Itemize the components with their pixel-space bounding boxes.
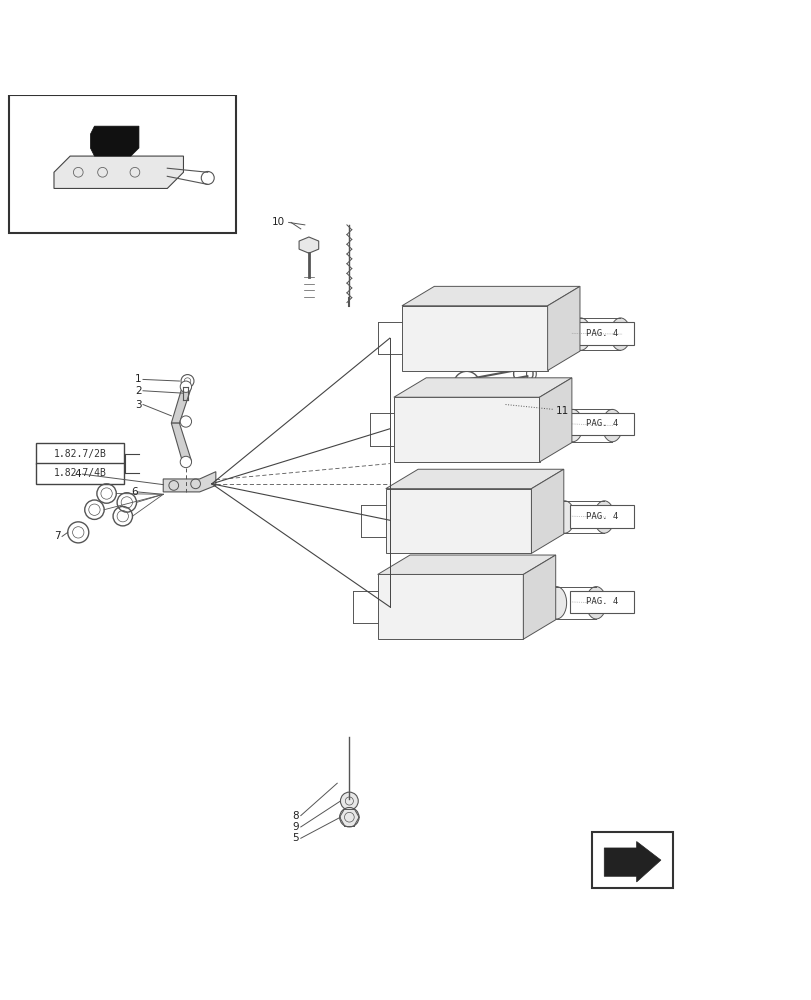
Polygon shape: [547, 286, 579, 371]
Text: PAG. 4: PAG. 4: [585, 329, 617, 338]
Polygon shape: [90, 126, 139, 156]
Polygon shape: [54, 156, 183, 188]
Text: 1.82.7/4B: 1.82.7/4B: [54, 468, 106, 478]
Ellipse shape: [586, 587, 606, 619]
Polygon shape: [393, 378, 571, 397]
FancyBboxPatch shape: [569, 591, 633, 613]
Text: 10: 10: [271, 217, 285, 227]
Circle shape: [180, 416, 191, 427]
FancyBboxPatch shape: [569, 413, 633, 435]
Text: PAG. 4: PAG. 4: [585, 419, 617, 428]
Polygon shape: [401, 286, 579, 306]
FancyBboxPatch shape: [36, 463, 124, 484]
Polygon shape: [603, 841, 660, 882]
Circle shape: [180, 381, 191, 392]
Circle shape: [340, 792, 358, 810]
Polygon shape: [401, 306, 547, 371]
Text: 2: 2: [135, 386, 141, 396]
FancyBboxPatch shape: [569, 322, 633, 345]
Ellipse shape: [570, 318, 590, 350]
Polygon shape: [171, 383, 191, 423]
Text: 9: 9: [292, 822, 298, 832]
Polygon shape: [539, 378, 571, 462]
Polygon shape: [385, 489, 530, 553]
Circle shape: [180, 456, 191, 468]
Polygon shape: [298, 237, 318, 253]
Ellipse shape: [594, 501, 614, 533]
Text: 8: 8: [292, 811, 298, 821]
Text: 1: 1: [135, 374, 141, 384]
Polygon shape: [377, 555, 555, 574]
Ellipse shape: [610, 318, 630, 350]
Polygon shape: [393, 397, 539, 462]
Text: 5: 5: [292, 833, 298, 843]
Bar: [10, 95, 236, 233]
Ellipse shape: [562, 409, 582, 442]
Polygon shape: [377, 574, 523, 639]
Text: 11: 11: [555, 406, 569, 416]
Text: 4: 4: [74, 469, 80, 479]
Text: 1.82.7/2B: 1.82.7/2B: [54, 449, 106, 459]
Text: 7: 7: [54, 531, 60, 541]
Circle shape: [339, 808, 358, 827]
Polygon shape: [530, 469, 563, 553]
Text: PAG. 4: PAG. 4: [585, 597, 617, 606]
Polygon shape: [385, 469, 563, 489]
Ellipse shape: [546, 587, 566, 619]
Ellipse shape: [602, 409, 622, 442]
Text: 6: 6: [131, 487, 137, 497]
Ellipse shape: [554, 501, 574, 533]
Bar: [591, 832, 672, 888]
Polygon shape: [523, 555, 555, 639]
Polygon shape: [171, 423, 191, 465]
Text: PAG. 4: PAG. 4: [585, 512, 617, 521]
FancyBboxPatch shape: [569, 505, 633, 528]
Polygon shape: [163, 472, 216, 492]
Text: 3: 3: [135, 400, 141, 410]
FancyBboxPatch shape: [36, 443, 124, 464]
